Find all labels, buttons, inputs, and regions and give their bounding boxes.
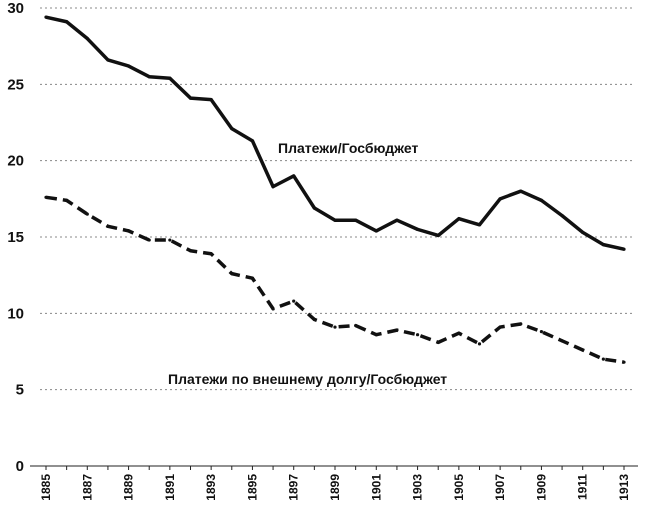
data-point-0-1890 bbox=[147, 75, 151, 79]
x-tick-label: 1897 bbox=[287, 474, 301, 501]
x-tick-label: 1893 bbox=[204, 474, 218, 501]
data-point-1-1892 bbox=[188, 249, 193, 253]
data-point-0-1912 bbox=[601, 243, 605, 247]
data-point-1-1889 bbox=[126, 229, 131, 233]
x-tick-label: 1905 bbox=[452, 474, 466, 501]
data-point-1-1906 bbox=[477, 342, 482, 346]
x-tick-label: 1913 bbox=[617, 474, 631, 501]
y-tick-label: 10 bbox=[7, 305, 24, 322]
data-point-0-1904 bbox=[436, 233, 440, 238]
x-tick-label: 1903 bbox=[411, 474, 425, 501]
data-point-0-1888 bbox=[106, 58, 110, 62]
data-point-0-1907 bbox=[498, 197, 502, 201]
data-point-0-1891 bbox=[168, 76, 172, 80]
data-point-1-1897 bbox=[292, 299, 296, 303]
data-point-1-1907 bbox=[498, 325, 502, 329]
x-tick-label: 1885 bbox=[39, 474, 53, 501]
data-point-0-1894 bbox=[230, 127, 234, 131]
data-point-0-1892 bbox=[188, 96, 193, 100]
data-point-1-1894 bbox=[230, 272, 234, 276]
data-point-0-1893 bbox=[209, 98, 213, 102]
x-tick-label: 1889 bbox=[122, 474, 136, 501]
data-point-1-1913 bbox=[622, 360, 626, 364]
series-line-1 bbox=[45, 195, 625, 364]
data-point-1-1886 bbox=[65, 198, 69, 202]
data-point-0-1902 bbox=[395, 218, 399, 222]
x-tick-label: 1891 bbox=[163, 474, 177, 501]
data-point-1-1900 bbox=[354, 323, 358, 328]
data-point-0-1909 bbox=[539, 198, 544, 202]
data-point-0-1886 bbox=[65, 20, 69, 24]
data-point-1-1896 bbox=[271, 307, 275, 311]
data-point-0-1887 bbox=[85, 36, 89, 41]
data-point-1-1899 bbox=[333, 325, 337, 329]
data-point-1-1909 bbox=[539, 330, 544, 334]
data-point-0-1905 bbox=[457, 217, 461, 221]
data-point-0-1906 bbox=[477, 223, 482, 227]
series-line-0 bbox=[45, 15, 625, 251]
series-label-foreign-debt-payments: Платежи по внешнему долгу/Госбюджет bbox=[168, 371, 447, 387]
x-tick-label: 1907 bbox=[493, 474, 507, 501]
data-point-0-1885 bbox=[44, 15, 48, 19]
x-axis-ticks: 1885 1887 1889 1891 1893 1895 1897 1899 1901 1903… bbox=[39, 466, 631, 501]
data-point-1-1910 bbox=[560, 339, 564, 343]
y-tick-label: 5 bbox=[16, 382, 24, 399]
series-label-total-payments: Платежи/Госбюджет bbox=[278, 140, 418, 156]
y-tick-label: 0 bbox=[16, 458, 24, 475]
data-point-0-1900 bbox=[354, 218, 358, 222]
data-point-1-1911 bbox=[581, 348, 585, 352]
data-point-1-1895 bbox=[250, 276, 255, 280]
data-point-1-1887 bbox=[85, 212, 89, 216]
data-point-1-1891 bbox=[168, 238, 172, 242]
data-point-1-1912 bbox=[601, 357, 605, 361]
data-point-0-1899 bbox=[333, 218, 337, 222]
data-point-0-1910 bbox=[560, 214, 564, 218]
x-tick-label: 1911 bbox=[576, 474, 590, 500]
data-point-1-1908 bbox=[519, 322, 523, 326]
x-tick-label: 1901 bbox=[369, 474, 383, 501]
data-point-0-1898 bbox=[312, 206, 316, 210]
data-point-1-1905 bbox=[457, 331, 461, 335]
y-tick-label: 25 bbox=[7, 76, 24, 93]
data-point-0-1908 bbox=[519, 189, 523, 193]
series-lines bbox=[44, 15, 626, 364]
y-tick-label: 30 bbox=[7, 0, 24, 17]
x-tick-label: 1887 bbox=[80, 474, 94, 501]
data-point-0-1896 bbox=[271, 185, 275, 189]
y-tick-label: 15 bbox=[7, 229, 24, 246]
data-point-1-1898 bbox=[312, 317, 316, 322]
data-point-0-1889 bbox=[126, 64, 131, 68]
data-point-0-1897 bbox=[292, 174, 296, 178]
data-point-1-1890 bbox=[147, 238, 151, 242]
data-point-1-1885 bbox=[44, 195, 48, 199]
data-point-0-1903 bbox=[415, 227, 420, 231]
data-point-0-1913 bbox=[622, 247, 626, 251]
data-point-1-1904 bbox=[436, 340, 440, 344]
x-tick-label: 1909 bbox=[534, 474, 548, 501]
y-axis-ticks: 0 5 10 15 20 25 30 bbox=[7, 0, 24, 475]
data-point-1-1903 bbox=[415, 333, 420, 337]
y-tick-label: 20 bbox=[7, 153, 24, 170]
data-point-0-1895 bbox=[250, 139, 255, 143]
data-point-1-1888 bbox=[106, 224, 110, 228]
x-tick-label: 1899 bbox=[328, 474, 342, 501]
data-point-1-1901 bbox=[374, 333, 378, 337]
data-point-0-1911 bbox=[581, 230, 585, 235]
x-tick-label: 1895 bbox=[245, 474, 259, 501]
data-point-1-1902 bbox=[395, 328, 399, 332]
data-point-1-1893 bbox=[209, 252, 213, 256]
data-point-0-1901 bbox=[374, 229, 378, 233]
gridlines bbox=[40, 7, 632, 391]
